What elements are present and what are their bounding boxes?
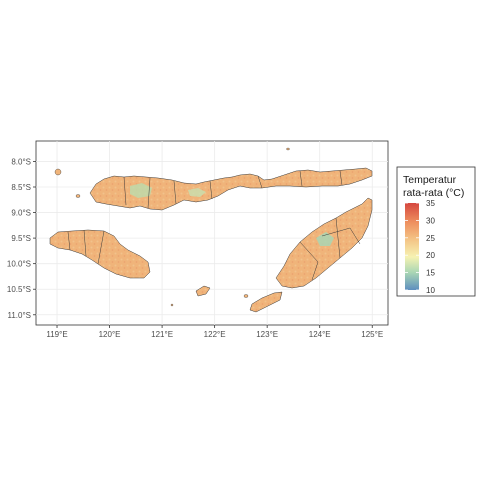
x-axis: 119°E 120°E 121°E 122°E 123°E 124°E 125°E <box>46 325 383 339</box>
x-tick-label: 122°E <box>204 330 226 339</box>
legend-title-line2: rata-rata (°C) <box>403 187 464 199</box>
islet-west-2 <box>75 194 81 198</box>
island-rote <box>249 291 283 313</box>
islands-layer <box>49 147 373 313</box>
x-tick-label: 121°E <box>151 330 173 339</box>
legend-colorbar <box>405 203 419 290</box>
x-tick-label: 119°E <box>46 330 67 339</box>
timor-boundaries <box>299 217 361 281</box>
islet-south <box>170 303 174 307</box>
y-tick-label: 9.5°S <box>11 234 31 243</box>
legend-tick-label: 25 <box>426 234 435 243</box>
y-tick-label: 10.5°S <box>7 285 31 294</box>
y-tick-label: 9.0°S <box>11 209 31 218</box>
legend-tick-label: 30 <box>426 216 435 225</box>
legend: Temperatur rata-rata (°C) 35 30 25 20 15 10 <box>396 166 476 297</box>
flores-boundaries <box>123 170 343 209</box>
island-flores-highland <box>130 183 152 198</box>
island-flores <box>89 167 373 211</box>
x-tick-label: 123°E <box>256 330 278 339</box>
islet-west <box>54 168 62 176</box>
islet-semau <box>243 294 249 298</box>
sumba-boundaries <box>67 229 105 265</box>
x-tick-label: 120°E <box>99 330 121 339</box>
y-tick-label: 8.5°S <box>11 183 31 192</box>
y-axis: 8.0°S 8.5°S 9.0°S 9.5°S 10.0°S 10.5°S 11.0°S <box>7 157 36 320</box>
timor-highland <box>316 232 334 246</box>
y-tick-label: 11.0°S <box>7 311 31 320</box>
y-tick-label: 10.0°S <box>7 260 31 269</box>
legend-tick-label: 20 <box>426 251 435 260</box>
island-flores-peak <box>188 188 206 197</box>
legend-tick-label: 15 <box>426 269 435 278</box>
legend-ticks: 35 30 25 20 15 10 <box>405 199 435 295</box>
x-tick-label: 124°E <box>309 330 331 339</box>
islet-north <box>286 147 290 151</box>
legend-tick-label: 35 <box>426 199 435 208</box>
x-tick-label: 125°E <box>361 330 383 339</box>
legend-tick-label: 10 <box>426 286 435 295</box>
island-sawu <box>195 285 211 297</box>
y-tick-label: 8.0°S <box>11 157 31 166</box>
legend-title-line1: Temperatur <box>403 174 457 186</box>
